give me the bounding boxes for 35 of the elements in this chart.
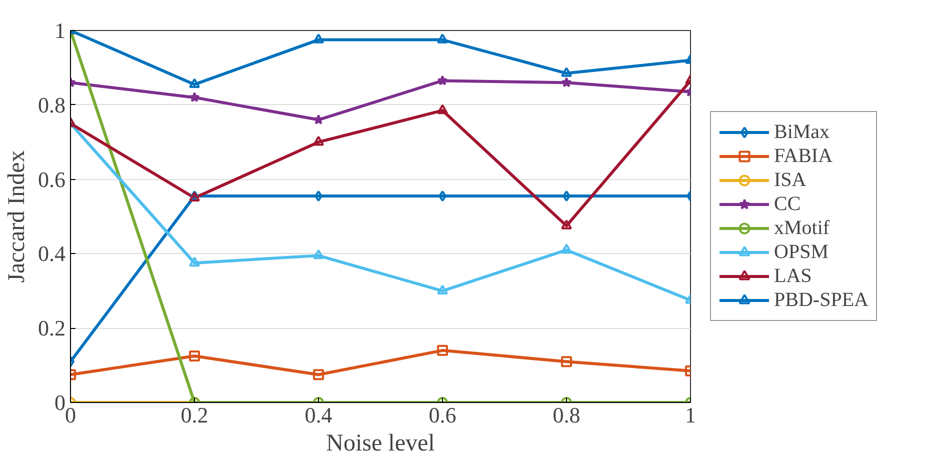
point: [189, 256, 200, 267]
y-tick-label: 0.8: [38, 92, 66, 118]
legend-label: ISA: [774, 168, 806, 192]
legend-label: xMotif: [774, 216, 830, 240]
y-axis-title: Jaccard Index: [4, 150, 30, 283]
point: [189, 78, 200, 88]
legend-label: BiMax: [774, 120, 830, 144]
x-tick-label: 0.6: [428, 402, 456, 428]
point: [437, 34, 448, 44]
x-tick-label: 1: [685, 402, 696, 428]
legend-label: PBD-SPEA: [774, 288, 868, 312]
x-axis-title: Noise level: [326, 430, 436, 456]
point: [313, 249, 324, 260]
point: [189, 92, 200, 102]
point: [313, 34, 324, 44]
y-tick-label: 0.6: [38, 166, 66, 192]
legend-label: CC: [774, 192, 801, 216]
point: [561, 77, 572, 88]
legend-label: FABIA: [774, 144, 833, 168]
legend-label: LAS: [774, 264, 812, 288]
x-tick-label: 0.2: [180, 402, 208, 428]
y-tick-label: 1: [54, 18, 66, 43]
point: [561, 67, 572, 77]
y-tick-label: 0.2: [38, 316, 66, 341]
point: [437, 284, 448, 294]
x-tick-label: 0.4: [304, 402, 332, 428]
point: [313, 114, 324, 124]
x-tick-label: 0.8: [552, 402, 580, 428]
point: [561, 220, 572, 230]
point: [437, 75, 448, 86]
point: [561, 244, 572, 254]
point: [437, 104, 448, 114]
legend-label: OPSM: [774, 240, 828, 264]
point: [313, 136, 324, 146]
y-tick-label: 0.4: [38, 241, 66, 266]
